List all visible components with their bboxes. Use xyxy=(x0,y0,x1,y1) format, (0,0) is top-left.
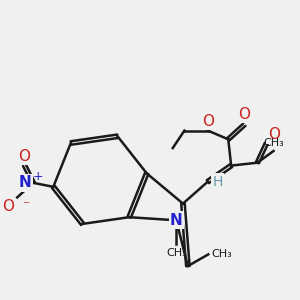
Text: O: O xyxy=(2,199,14,214)
Text: CH₃: CH₃ xyxy=(211,249,232,260)
Text: CH₃: CH₃ xyxy=(263,138,284,148)
Text: H: H xyxy=(212,175,223,189)
Text: N: N xyxy=(19,175,32,190)
Text: O: O xyxy=(202,114,214,129)
Text: N: N xyxy=(170,213,183,228)
Text: O: O xyxy=(238,107,250,122)
Text: CH₃: CH₃ xyxy=(166,248,187,258)
Text: +: + xyxy=(32,170,43,184)
Text: ⁻: ⁻ xyxy=(22,199,30,213)
Text: O: O xyxy=(268,127,280,142)
Text: O: O xyxy=(19,149,31,164)
